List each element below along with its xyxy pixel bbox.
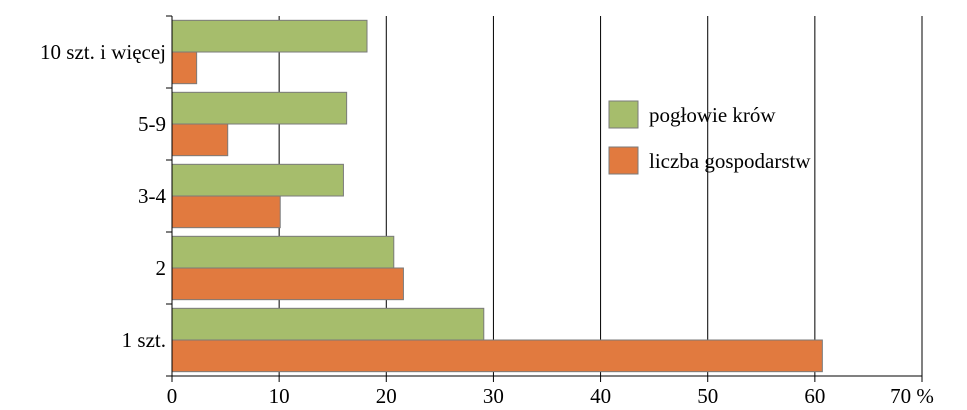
legend-swatch-farms (608, 146, 639, 175)
legend-swatch-cows (608, 100, 639, 129)
axes (166, 15, 923, 382)
x-tick-label-3: 30 (483, 384, 504, 408)
category-label-3: 5-9 (138, 112, 166, 136)
legend: pogłowie krów liczba gospodarstw (608, 100, 811, 175)
x-tick-labels: 0 10 20 30 40 50 60 70 % (167, 384, 934, 408)
legend-label-farms: liczba gospodarstw (649, 149, 811, 173)
x-tick-label-1: 10 (269, 384, 290, 408)
bar-farms-0 (171, 339, 823, 373)
bar-cows-0 (171, 307, 485, 341)
x-tick-label-4: 40 (590, 384, 611, 408)
bar-farms-1 (171, 267, 404, 301)
x-tick-label-7: 70 % (890, 384, 934, 408)
x-tick-label-2: 20 (376, 384, 397, 408)
bar-cows-1 (171, 235, 395, 269)
bar-farms-2 (171, 195, 281, 229)
x-tick-label-0: 0 (167, 384, 178, 408)
legend-label-cows: pogłowie krów (649, 103, 776, 127)
category-labels: 1 szt. 2 3-4 5-9 10 szt. i więcej (40, 40, 166, 352)
bar-cows-4 (171, 19, 368, 53)
category-label-1: 2 (156, 256, 167, 280)
bar-cows-3 (171, 91, 348, 125)
category-label-2: 3-4 (138, 184, 166, 208)
bar-farms-3 (171, 123, 229, 157)
category-label-0: 1 szt. (122, 328, 166, 352)
x-tick-label-5: 50 (697, 384, 718, 408)
bars (171, 19, 823, 373)
category-label-4: 10 szt. i więcej (40, 40, 166, 64)
bar-cows-2 (171, 163, 344, 197)
x-tick-label-6: 60 (804, 384, 825, 408)
grid-lines (278, 16, 923, 376)
bar-farms-4 (171, 51, 198, 85)
